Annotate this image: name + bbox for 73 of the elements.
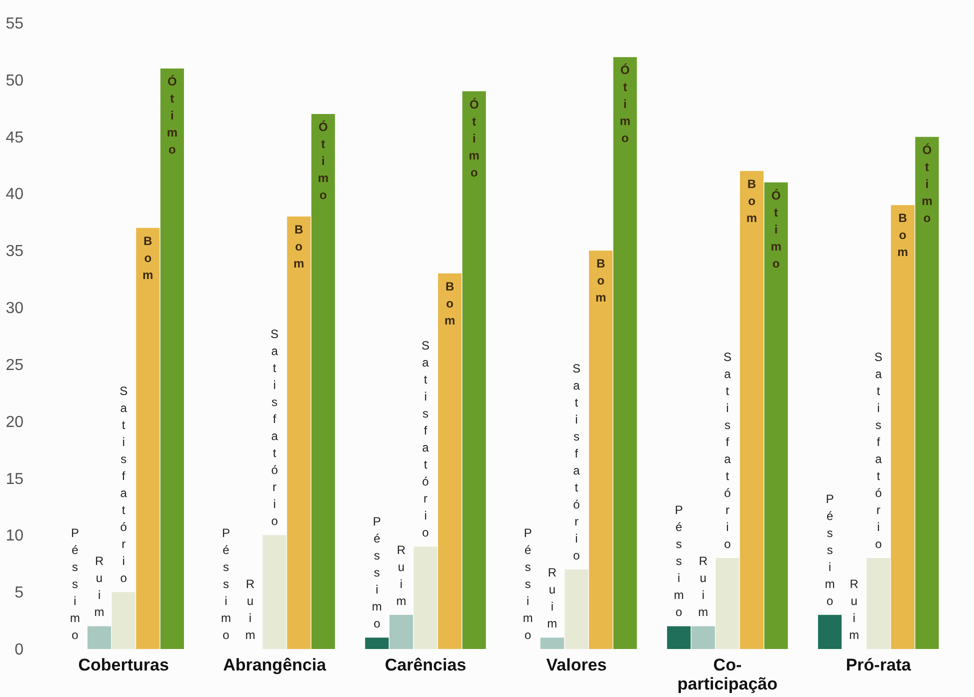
text: Satisfatório <box>874 350 882 551</box>
bar <box>287 216 311 649</box>
text: Bom <box>294 222 304 270</box>
text: Satisfatório <box>723 350 732 551</box>
text: Ótimo <box>318 120 328 202</box>
text: Péssimo <box>220 526 231 642</box>
x-tick-label: Abrangência <box>223 656 327 674</box>
bar <box>414 546 438 649</box>
text: Ruim <box>547 566 558 631</box>
text: Satisfatório <box>120 384 128 586</box>
bar <box>691 626 715 649</box>
text: Péssimo <box>674 503 684 620</box>
series-label: Ruim <box>94 554 104 620</box>
bar <box>462 91 486 649</box>
text: Ótimo <box>620 63 630 146</box>
bar <box>365 638 389 649</box>
y-tick-label: 0 <box>14 642 24 658</box>
text: Satisfatório <box>572 361 580 562</box>
bar <box>311 114 335 649</box>
y-tick-label: 50 <box>6 72 24 90</box>
bar <box>866 558 890 649</box>
text: Ruim <box>396 542 406 608</box>
y-tick-label: 55 <box>6 16 24 32</box>
bar <box>136 228 160 649</box>
bar <box>112 592 136 649</box>
bar <box>915 136 939 649</box>
y-tick-label: 35 <box>6 243 24 260</box>
text: Ruim <box>849 577 860 642</box>
text: Péssimo <box>522 526 533 642</box>
text: Bom <box>595 256 606 305</box>
bar <box>87 626 112 649</box>
x-tick-label: Co-participação <box>677 656 778 694</box>
y-tick-label: 10 <box>6 528 24 545</box>
bar <box>818 614 842 649</box>
series-label: Ótimo <box>166 74 178 157</box>
y-tick-label: 5 <box>14 584 24 602</box>
x-tick-label: Valores <box>546 656 607 674</box>
text: Ótimo <box>468 97 480 180</box>
y-tick-label: 15 <box>6 470 24 488</box>
bar <box>262 535 286 649</box>
x-tick-label: Pró-rata <box>846 656 912 674</box>
bar <box>613 57 637 649</box>
bar <box>438 273 462 649</box>
text: Péssimo <box>824 492 835 608</box>
y-tick-label: 25 <box>6 356 24 374</box>
bar <box>667 626 691 649</box>
y-tick-label: 30 <box>6 300 24 318</box>
y-tick-label: 20 <box>6 414 24 431</box>
text: Ruim <box>245 577 256 642</box>
text: Bom <box>897 211 908 260</box>
bar <box>764 182 788 649</box>
bar <box>740 170 764 649</box>
bar <box>564 569 588 649</box>
series-label: Bom <box>142 234 154 282</box>
bar <box>389 614 413 649</box>
text: Satisfatório <box>422 338 430 540</box>
series-label: Péssimo <box>372 514 382 631</box>
bar <box>540 638 564 649</box>
text: Ruim <box>698 554 708 620</box>
text: Satisfatório <box>270 327 279 528</box>
y-tick-label: 45 <box>6 129 24 146</box>
x-tick-label: Carências <box>384 656 466 674</box>
bar <box>890 205 915 649</box>
y-tick-label: 40 <box>6 186 24 204</box>
bar <box>716 558 740 649</box>
x-tick-label: Coberturas <box>78 656 169 674</box>
bar <box>589 250 613 649</box>
text: Ótimo <box>770 188 782 270</box>
text: Bom <box>444 279 456 328</box>
bar <box>160 68 184 649</box>
text: Bom <box>746 176 758 225</box>
text: Ótimo <box>922 142 932 225</box>
text: Péssimo <box>70 526 80 642</box>
